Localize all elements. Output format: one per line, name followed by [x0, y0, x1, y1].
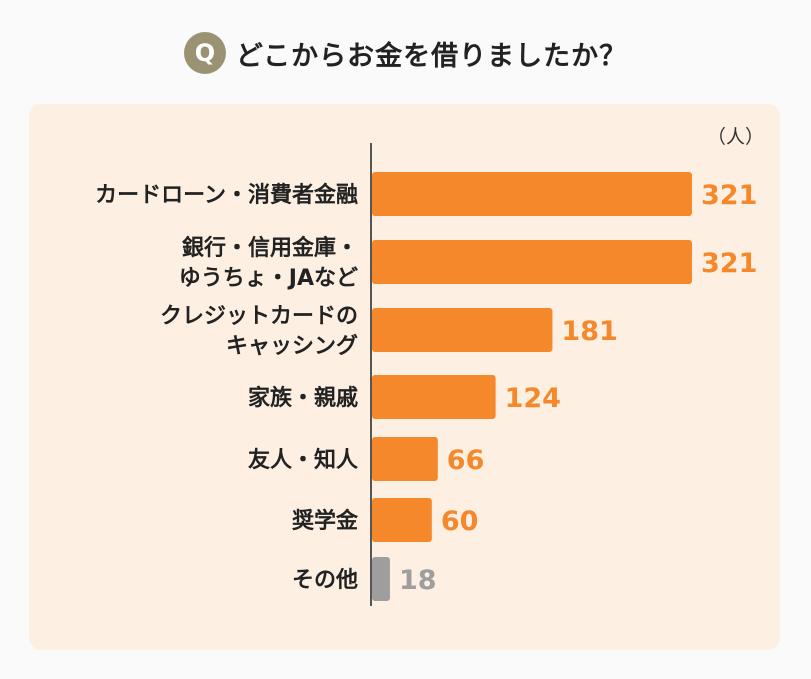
bar-1: [372, 240, 692, 284]
category-label-2-0: クレジットカードの: [160, 304, 358, 329]
value-label-3: 124: [505, 383, 561, 414]
question-badge: Q: [183, 32, 226, 74]
category-label-5-0: 奨学金: [292, 508, 359, 534]
bar-2: [372, 308, 553, 352]
unit-label: （人）: [707, 126, 764, 148]
category-label-3-0: 家族・親戚: [248, 385, 358, 411]
bar-4: [372, 437, 438, 481]
bar-6: [372, 557, 390, 601]
value-label-5: 60: [441, 506, 479, 537]
category-label-6-0: その他: [292, 568, 358, 593]
bar-0: [372, 172, 692, 216]
category-label-0-0: カードローン・消費者金融: [95, 182, 358, 208]
page-title: どこからお金を借りましたか？: [235, 40, 628, 72]
bar-3: [372, 375, 496, 419]
value-label-4: 66: [447, 445, 485, 476]
value-label-1: 321: [701, 248, 757, 279]
value-label-2: 181: [561, 316, 617, 347]
category-label-1-1: ゆうちょ・JAなど: [179, 266, 358, 291]
value-label-6: 18: [399, 565, 437, 596]
category-label-2-1: キャッシング: [226, 333, 358, 359]
bar-5: [372, 498, 432, 542]
category-label-4-0: 友人・知人: [248, 447, 358, 473]
bars-group: 321 カードローン・消費者金融 321 銀行・信用金庫・ゆうちょ・JAなど 181 クレ…: [95, 172, 757, 601]
value-label-0: 321: [701, 180, 757, 211]
category-label-1-0: 銀行・信用金庫・: [182, 235, 358, 261]
title-row: Q どこからお金を借りましたか？: [0, 28, 811, 78]
